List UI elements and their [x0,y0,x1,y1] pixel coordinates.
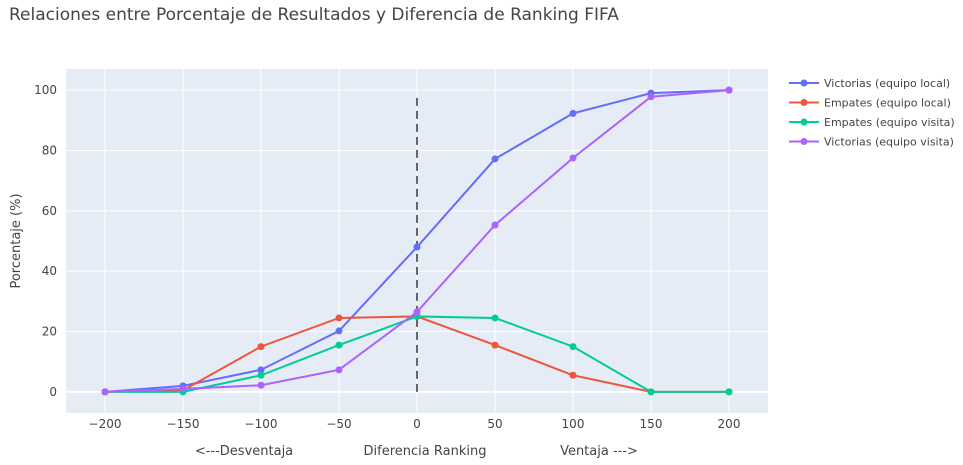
x-axis-ticks: −200 −150 −100 −50 0 50 100 150 200 [89,417,741,431]
x-tick-label: 0 [413,417,421,431]
x-tick-label: −150 [167,417,200,431]
data-point [335,327,343,335]
x-tick-label: 200 [718,417,741,431]
x-tick-label: 50 [487,417,502,431]
legend-label: Victorias (equipo visita) [824,136,954,149]
data-point [569,343,577,351]
data-point [647,93,655,101]
y-tick-label: 40 [42,264,57,278]
x-axis-left-note: <---Desventaja [195,444,293,459]
data-point [569,109,577,117]
series-3 [101,312,733,396]
x-tick-label: 150 [640,417,663,431]
data-point [491,221,499,229]
y-tick-label: 60 [42,204,57,218]
legend-label: Empates (equipo local) [824,97,951,110]
data-point [725,388,733,396]
y-tick-label: 20 [42,325,57,339]
x-axis-right-note: Ventaja ---> [560,444,638,459]
data-point [335,366,343,374]
legend-label: Empates (equipo visita) [824,116,955,129]
data-point [335,341,343,349]
data-point [647,388,655,396]
data-point [335,314,343,322]
chart-title: Relaciones entre Porcentaje de Resultado… [9,5,619,25]
legend-marker [800,118,808,126]
series-group [101,86,733,396]
x-axis-title: Diferencia Ranking [364,444,487,459]
data-point [569,371,577,379]
y-axis-ticks: 0 20 40 60 80 100 [34,83,57,399]
data-point [413,243,421,251]
y-axis-title: Porcentaje (%) [9,193,24,288]
legend-item[interactable]: Empates (equipo visita) [789,116,955,129]
data-point [725,86,733,94]
legend-label: Victorias (equipo local) [824,77,950,90]
data-point [491,341,499,349]
legend-item[interactable]: Victorias (equipo visita) [789,136,954,149]
data-point [179,385,187,393]
legend-marker [800,138,808,145]
series-4 [101,86,733,396]
x-tick-label: −100 [245,417,278,431]
x-tick-label: −200 [89,417,122,431]
data-point [491,155,499,163]
legend-item[interactable]: Victorias (equipo local) [789,77,950,90]
y-tick-label: 100 [34,83,57,97]
data-point [257,343,265,351]
legend-marker [800,79,808,87]
legend-marker [800,99,808,106]
data-point [569,154,577,162]
data-point [413,308,421,316]
y-tick-label: 0 [49,385,57,399]
data-point [257,371,265,379]
data-point [257,366,265,374]
legend-item[interactable]: Empates (equipo local) [789,97,951,110]
data-point [491,314,499,322]
legend[interactable]: Victorias (equipo local) Empates (equipo … [789,77,955,149]
y-tick-label: 80 [42,143,57,157]
x-tick-label: 100 [562,417,585,431]
data-point [101,388,109,396]
x-tick-label: −50 [326,417,351,431]
data-point [257,381,265,389]
